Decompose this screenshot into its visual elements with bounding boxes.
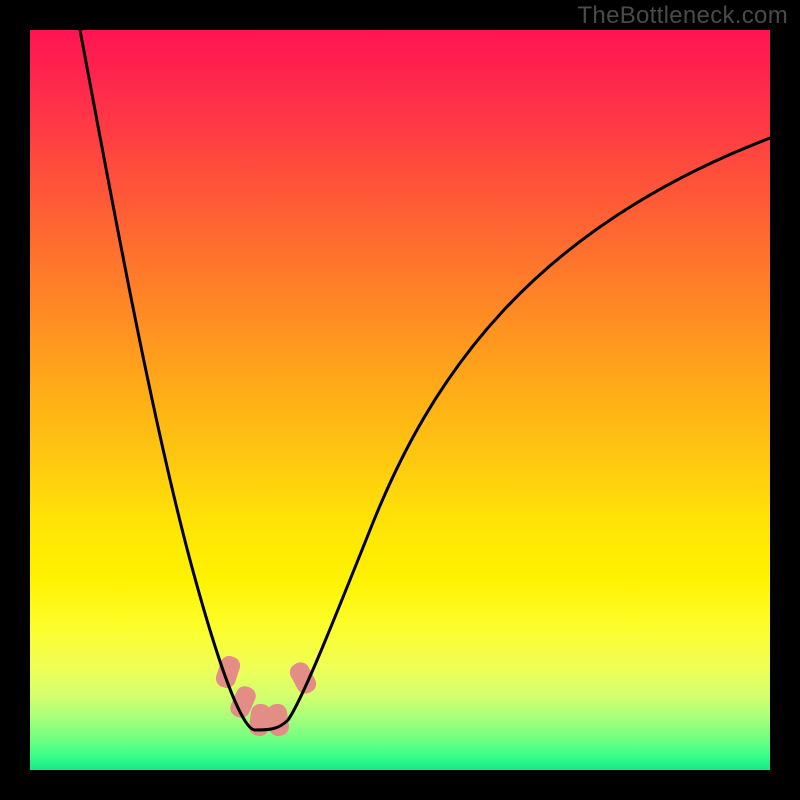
chart-frame: TheBottleneck.com <box>0 0 800 800</box>
plot-area <box>30 30 770 770</box>
bottleneck-curve <box>30 30 770 770</box>
watermark-text: TheBottleneck.com <box>577 2 788 30</box>
